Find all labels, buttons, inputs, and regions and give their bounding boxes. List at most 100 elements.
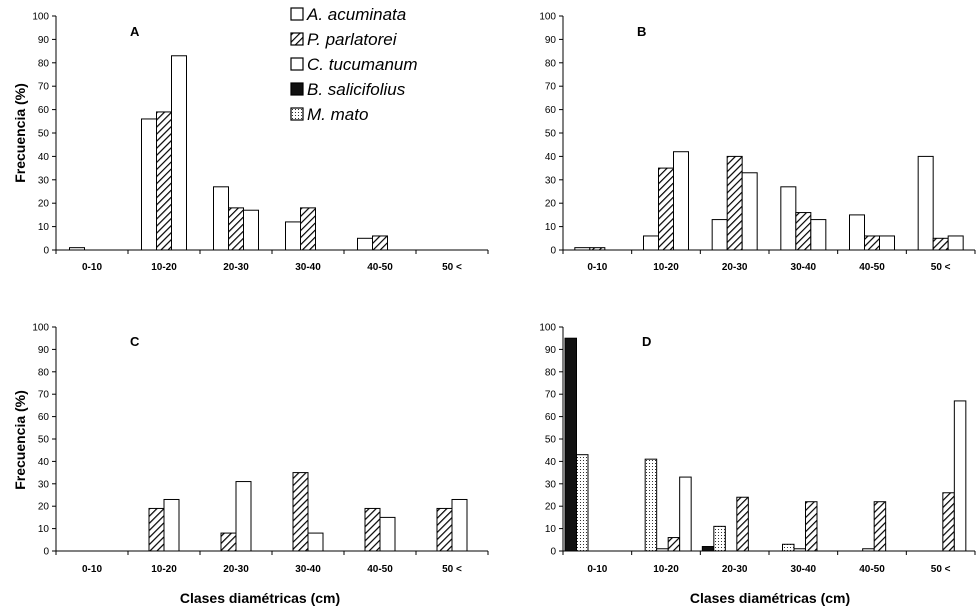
y-tick-label: 50: [545, 129, 557, 140]
bar-p-parlatorei-40-50: [372, 235, 388, 251]
panel-letter: B: [637, 24, 646, 39]
y-tick-label: 40: [38, 152, 50, 163]
bar-c-tucumanum-30-40: [810, 219, 827, 251]
bar-a-acuminata-10-20: [643, 235, 659, 251]
legend-swatch: [290, 82, 304, 96]
bar-c-tucumanum-10-20: [679, 476, 692, 552]
bar-c-tucumanum-10-20: [171, 55, 187, 251]
x-tick-label: 30-40: [295, 262, 321, 273]
x-tick-label: 30-40: [295, 564, 321, 575]
x-tick-label: 20-30: [223, 262, 249, 273]
y-tick-label: 60: [545, 412, 557, 423]
y-tick-label: 0: [550, 547, 556, 558]
y-tick-label: 30: [38, 479, 50, 490]
x-tick-label: 10-20: [653, 564, 679, 575]
bar-a-acuminata-30-40: [780, 186, 797, 251]
y-tick-label: 10: [545, 222, 557, 233]
y-tick-label: 90: [38, 35, 50, 46]
legend-item-a-acuminata: A. acuminata: [290, 5, 406, 24]
x-tick-label: 40-50: [859, 262, 885, 273]
bar-a-acuminata-20-30: [711, 219, 728, 251]
bar-c-tucumanum-50: [947, 235, 964, 251]
legend-item-b-salicifolius: B. salicifolius: [290, 80, 406, 99]
bar-a-acuminata-10-20: [656, 548, 669, 552]
bar-b-salicifolius-0-10: [564, 337, 577, 552]
bar-c-tucumanum-10-20: [673, 151, 689, 251]
panel-letter: C: [130, 334, 140, 349]
y-tick-label: 100: [32, 323, 49, 334]
y-tick-label: 20: [545, 502, 557, 513]
x-tick-label: 50 <: [931, 564, 951, 575]
y-tick-label: 40: [545, 457, 557, 468]
bar-p-parlatorei-10-20: [667, 537, 681, 552]
x-tick-label: 20-30: [722, 262, 748, 273]
bar-m-mato-0-10: [576, 454, 589, 552]
x-tick-label: 50 <: [442, 262, 462, 273]
bar-a-acuminata-40-50: [357, 237, 373, 251]
bar-p-parlatorei-50: [942, 492, 955, 552]
y-tick-label: 60: [38, 105, 50, 116]
panel-letter: A: [130, 24, 140, 39]
y-tick-label: 80: [38, 367, 50, 378]
bar-a-acuminata-30-40: [793, 548, 806, 552]
y-tick-label: 10: [545, 524, 557, 535]
y-tick-label: 60: [38, 412, 50, 423]
y-tick-label: 50: [38, 129, 50, 140]
bar-p-parlatorei-20-30: [726, 155, 743, 251]
y-tick-label: 100: [539, 12, 556, 23]
y-tick-label: 80: [545, 58, 557, 69]
legend-swatch: [290, 7, 304, 21]
bar-a-acuminata-40-50: [862, 548, 875, 552]
panel-a: 0 10 20 30 40 50 60 70 80 90 100 0-10 10-20 20-30 30-4…: [12, 12, 489, 273]
y-tick-label: 30: [545, 479, 557, 490]
panel-letter: D: [642, 334, 651, 349]
bar-p-parlatorei-20-30: [220, 532, 237, 552]
y-tick-label: 80: [545, 367, 557, 378]
y-tick-label: 90: [545, 345, 557, 356]
bar-p-parlatorei-40-50: [364, 507, 381, 552]
y-tick-label: 10: [38, 524, 50, 535]
legend-label: C. tucumanum: [307, 55, 418, 74]
bar-a-acuminata-0-10: [69, 247, 85, 251]
bar-a-acuminata-20-30: [213, 186, 229, 251]
bar-p-parlatorei-50: [436, 507, 453, 552]
legend-swatch: [290, 57, 304, 71]
bar-a-acuminata-50: [917, 155, 934, 251]
legend-label: P. parlatorei: [307, 30, 398, 49]
x-tick-label: 40-50: [859, 564, 885, 575]
x-tick-label: 10-20: [653, 262, 679, 273]
panel-d: 0 10 20 30 40 50 60 70 80 90 100 0-10 10-20 20-30 30-4…: [539, 323, 976, 606]
bar-p-parlatorei-10-20: [658, 167, 674, 251]
x-tick-label: 40-50: [367, 262, 393, 273]
bar-p-parlatorei-20-30: [736, 496, 749, 552]
bar-c-tucumanum-50: [451, 498, 468, 552]
bar-p-parlatorei-10-20: [156, 111, 172, 251]
x-tick-label: 10-20: [151, 564, 177, 575]
y-tick-label: 40: [545, 152, 557, 163]
y-tick-label: 0: [43, 547, 49, 558]
y-tick-label: 30: [545, 175, 557, 186]
bar-p-parlatorei-20-30: [228, 207, 244, 251]
legend: A. acuminata P. parlatorei C. tucumanum B. …: [290, 5, 418, 124]
x-axis-title: Clases diamétricas (cm): [690, 590, 850, 606]
bar-m-mato-20-30: [713, 525, 726, 552]
bar-p-parlatorei-10-20: [148, 507, 165, 552]
y-tick-label: 80: [38, 58, 50, 69]
x-tick-label: 0-10: [82, 262, 102, 273]
x-axis-title: Clases diamétricas (cm): [180, 590, 340, 606]
bar-p-parlatorei-50: [932, 237, 949, 251]
legend-swatch: [290, 107, 304, 121]
bar-a-acuminata-0-10: [574, 247, 591, 251]
x-tick-label: 0-10: [587, 262, 607, 273]
y-tick-label: 40: [38, 457, 50, 468]
bar-c-tucumanum-20-30: [235, 481, 252, 552]
legend-item-p-parlatorei: P. parlatorei: [290, 30, 398, 49]
x-tick-label: 50 <: [931, 262, 951, 273]
bar-c-tucumanum-10-20: [163, 498, 180, 552]
legend-label: B. salicifolius: [307, 80, 406, 99]
y-tick-label: 0: [43, 246, 49, 257]
panel-c: 0 10 20 30 40 50 60 70 80 90 100 0-10 10-20 20-30 30-4…: [12, 323, 489, 606]
y-tick-label: 90: [545, 35, 557, 46]
y-axis-title: Frecuencia (%): [12, 390, 28, 490]
